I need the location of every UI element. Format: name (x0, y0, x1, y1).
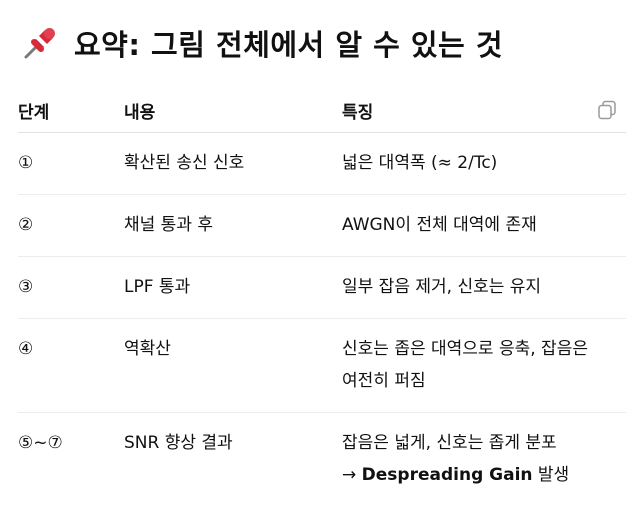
despreading-gain-text: Despreading Gain (361, 465, 533, 485)
step-cell: ⑤~⑦ (18, 433, 63, 453)
column-header-feature: 특징 (342, 88, 626, 133)
table-row: ② 채널 통과 후 AWGN이 전체 대역에 존재 (18, 194, 626, 257)
table-header-row: 단계 내용 특징 (18, 88, 626, 133)
table-row: ④ 역확산 신호는 좁은 대역으로 응축, 잡음은 여전히 퍼짐 (18, 318, 626, 413)
content-cell: 채널 통과 후 (124, 194, 342, 257)
feature-cell: 신호는 좁은 대역으로 응축, 잡음은 여전히 퍼짐 (342, 318, 626, 413)
feature-cell: 잡음은 넓게, 신호는 좁게 분포 → Despreading Gain 발생 (342, 413, 626, 507)
content-cell: LPF 통과 (124, 256, 342, 319)
table-row: ③ LPF 통과 일부 잡음 제거, 신호는 유지 (18, 256, 626, 319)
feature-cell: 일부 잡음 제거, 신호는 유지 (342, 256, 626, 319)
feature-line-1: 잡음은 넓게, 신호는 좁게 분포 (342, 433, 557, 453)
feature-cell: 넓은 대역폭 (≈ 2/Tc) (342, 132, 626, 195)
feature-suffix-text: 발생 (532, 465, 570, 485)
content-cell: SNR 향상 결과 (124, 433, 233, 453)
content-cell: 확산된 송신 신호 (124, 132, 342, 195)
table-row: ⑤~⑦ SNR 향상 결과 잡음은 넓게, 신호는 좁게 분포 → Despre… (18, 413, 626, 507)
feature-line-2: → Despreading Gain 발생 (342, 459, 626, 491)
content-cell: 역확산 (124, 318, 342, 413)
summary-heading: 요약: 그림 전체에서 알 수 있는 것 (20, 18, 503, 68)
column-header-content: 내용 (124, 88, 342, 133)
page-title: 요약: 그림 전체에서 알 수 있는 것 (74, 28, 504, 62)
step-cell: ③ (18, 256, 124, 319)
summary-table: 단계 내용 특징 ① 확산된 송신 신호 넓은 대역폭 (≈ 2/Tc) ② 채… (18, 88, 626, 506)
column-header-step: 단계 (18, 88, 124, 133)
pushpin-icon (24, 28, 55, 59)
arrow-text: → (342, 465, 362, 485)
step-cell: ④ (18, 318, 124, 413)
table-row: ① 확산된 송신 신호 넓은 대역폭 (≈ 2/Tc) (18, 132, 626, 195)
step-cell: ② (18, 194, 124, 257)
step-cell: ① (18, 132, 124, 195)
feature-cell: AWGN이 전체 대역에 존재 (342, 194, 626, 257)
